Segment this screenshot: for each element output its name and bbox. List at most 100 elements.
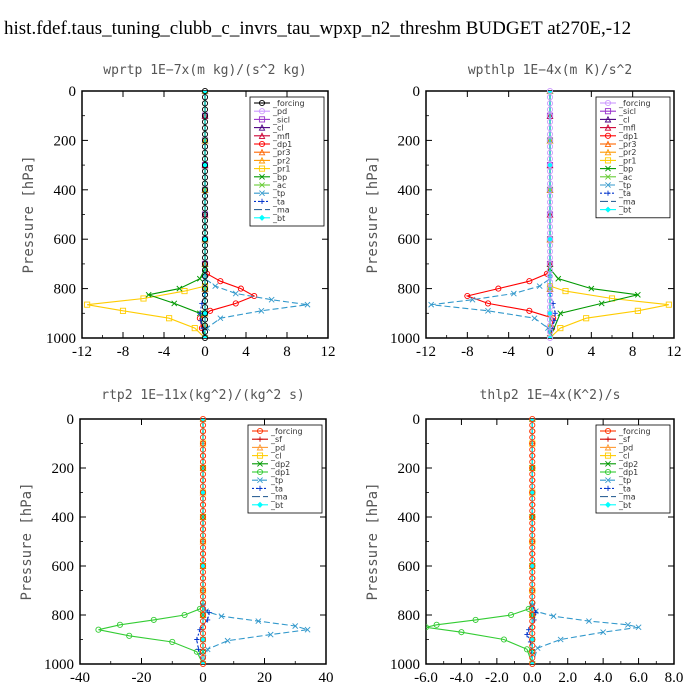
y-tick-label: 200 — [398, 133, 421, 149]
legend-marker-sicl — [604, 108, 612, 115]
x-tick-label: -20 — [132, 670, 152, 686]
data-point-pr1 — [634, 307, 641, 314]
zero-marker — [529, 507, 536, 514]
legend-entry-sicl: _sicl — [272, 115, 290, 124]
legend-entry-dp1: _dp1 — [272, 140, 292, 149]
legend-entry-mfl: _mfl — [272, 132, 290, 141]
x-tick-label: 12 — [667, 344, 682, 360]
data-point-dp1 — [484, 300, 492, 307]
legend-entry-pr1: _pr1 — [618, 156, 636, 165]
zero-marker — [199, 648, 207, 655]
zero-marker — [529, 636, 536, 643]
zero-marker — [529, 434, 536, 441]
legend-marker-mfl — [258, 132, 266, 139]
zero-marker — [546, 205, 554, 212]
zero-marker — [199, 526, 207, 533]
zero-marker — [201, 180, 209, 187]
zero-marker — [199, 636, 207, 643]
zero-marker — [546, 100, 554, 107]
zero-marker — [546, 174, 554, 181]
y-tick-label: 800 — [398, 608, 421, 624]
zero-marker — [199, 581, 207, 588]
data-point-bp — [588, 285, 595, 292]
zero-marker — [546, 291, 554, 298]
data-point-tp — [485, 307, 491, 314]
zero-marker — [546, 87, 554, 95]
zero-marker — [546, 254, 554, 261]
legend-marker-cl — [604, 115, 612, 123]
zero-marker — [529, 569, 536, 576]
zero-marker — [201, 328, 209, 335]
y-tick-label: 800 — [54, 282, 77, 298]
data-point-ta — [197, 310, 203, 316]
zero-marker — [201, 304, 209, 311]
data-point-tp — [428, 301, 435, 308]
y-tick-label: 600 — [52, 559, 75, 575]
zero-marker — [529, 654, 536, 661]
panel-title: thlp2 1E−4x(K^2)/s — [480, 388, 621, 403]
y-tick-label: 400 — [54, 183, 77, 199]
data-point-pr1 — [140, 295, 147, 302]
x-tick-label: 4 — [588, 344, 596, 360]
zero-marker — [199, 587, 207, 594]
series-line-dp1 — [426, 419, 533, 664]
legend-entry-forcing: _forcing — [618, 99, 651, 108]
legend-entry-tp: _tp — [272, 189, 285, 198]
zero-marker — [201, 174, 209, 181]
zero-marker — [199, 489, 207, 496]
zero-marker — [199, 575, 207, 582]
zero-marker — [201, 205, 209, 212]
zero-marker — [529, 630, 536, 637]
data-point-dp1 — [500, 636, 507, 643]
panel-title: rtp2 1E−11x(kg^2)/(kg^2 s) — [101, 388, 305, 403]
legend-entry-dp1: _dp1 — [618, 132, 638, 141]
legend-entry-ac: _ac — [272, 181, 286, 190]
legend-marker-sf — [605, 436, 611, 442]
zero-marker — [201, 94, 209, 101]
chart-wpthlp: wpthlp 1E−4x(m K)/s^2 Pressure [hPa] -12 -8… — [365, 63, 682, 360]
legend-marker-bt — [256, 501, 264, 508]
data-point-tp — [625, 621, 631, 628]
data-point-bp — [557, 310, 564, 317]
zero-marker — [546, 316, 554, 323]
data-point-pr1 — [191, 325, 198, 332]
data-point-dp1 — [464, 292, 471, 300]
legend-marker-forcing — [258, 99, 266, 107]
zero-marker — [546, 143, 554, 150]
zero-marker — [199, 483, 207, 490]
zero-marker — [529, 501, 536, 508]
panel-title: wprtp 1E−7x(m kg)/(s^2 kg) — [103, 63, 307, 78]
zero-marker — [529, 483, 536, 490]
zero-marker — [199, 422, 207, 429]
zero-marker — [546, 260, 554, 267]
data-point-tp — [217, 315, 224, 322]
legend-marker-bp — [259, 173, 265, 180]
legend-marker-pd — [256, 443, 264, 451]
legend-entry-bt: _bt — [270, 501, 283, 510]
data-point-tp — [531, 315, 538, 322]
x-tick-label: 8 — [629, 344, 637, 360]
page-title: hist.fdef.taus_tuning_clubb_c_invrs_tau_… — [4, 18, 632, 39]
legend-entry-dp2: _dp2 — [270, 460, 290, 469]
legend-entry-cl: _cl — [618, 452, 630, 461]
zero-marker — [529, 556, 536, 563]
legend-entry-ma: _ma — [270, 493, 288, 502]
zero-profile-markers — [529, 415, 536, 668]
zero-marker — [546, 304, 554, 311]
zero-marker — [546, 137, 554, 144]
data-point-dp1 — [95, 626, 102, 633]
y-tick-label: 400 — [398, 183, 421, 199]
series-line-tp — [204, 91, 308, 338]
legend-marker-pd — [258, 108, 266, 115]
zero-marker — [199, 654, 207, 661]
series-bp — [145, 91, 208, 338]
zero-marker — [546, 162, 554, 169]
zero-marker — [201, 217, 209, 224]
series-line-tp — [431, 91, 551, 338]
zero-marker — [529, 415, 536, 423]
zero-marker — [199, 611, 207, 619]
x-tick-label: 0.0 — [523, 670, 542, 686]
series-line-dp1 — [465, 91, 554, 338]
data-point-bp — [634, 291, 641, 298]
data-point-dp1 — [232, 300, 239, 307]
